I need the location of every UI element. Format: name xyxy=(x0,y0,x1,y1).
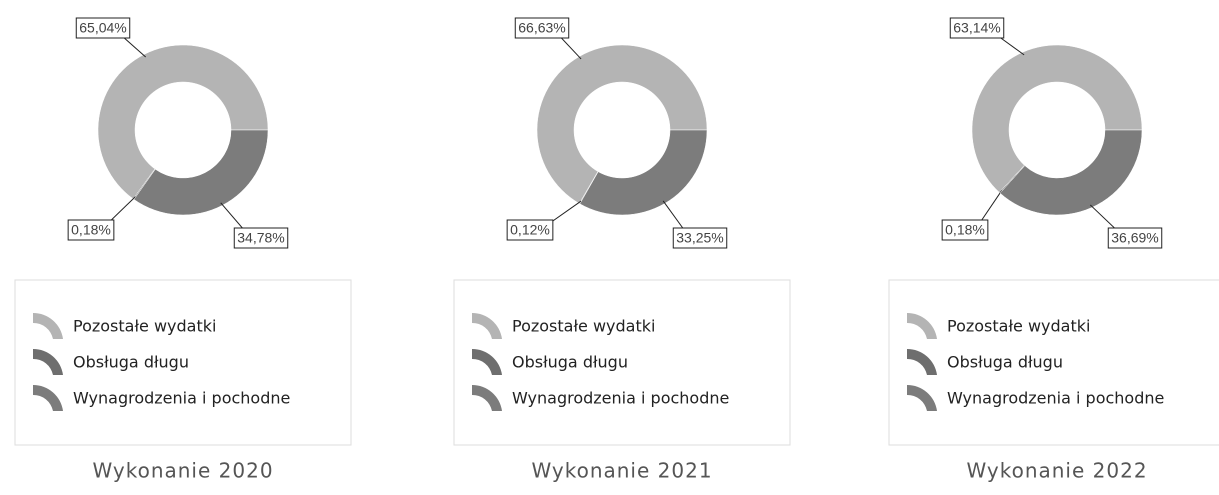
legend-label: Pozostałe wydatki xyxy=(73,317,216,336)
donut-slice xyxy=(536,44,708,204)
chart-title: Wykonanie 2021 xyxy=(531,459,712,483)
data-label: 63,14% xyxy=(953,20,1000,36)
legend-icon xyxy=(472,348,502,375)
data-label: 0,12% xyxy=(510,222,550,238)
legend-label: Obsługa długu xyxy=(947,353,1063,372)
donut-slice xyxy=(971,44,1143,193)
donut-slice xyxy=(999,129,1143,216)
chart-title: Wykonanie 2022 xyxy=(966,459,1147,483)
legend-icon xyxy=(33,348,63,375)
donut-slice xyxy=(97,44,269,200)
data-label: 33,25% xyxy=(676,230,723,246)
legend-icon xyxy=(472,384,502,411)
legend-label: Wynagrodzenia i pochodne xyxy=(512,389,729,408)
label-box xyxy=(67,219,115,241)
label-box xyxy=(672,227,728,249)
legend-label: Obsługa długu xyxy=(73,353,189,372)
label-box xyxy=(506,219,554,241)
chart-title: Wykonanie 2020 xyxy=(92,459,273,483)
data-label: 0,18% xyxy=(945,222,985,238)
data-label: 66,63% xyxy=(518,20,565,36)
data-label: 0,18% xyxy=(71,222,111,238)
legend-icon xyxy=(907,312,937,339)
legend-label: Pozostałe wydatki xyxy=(512,317,655,336)
legend-label: Wynagrodzenia i pochodne xyxy=(73,389,290,408)
label-box xyxy=(75,17,131,39)
legend-label: Pozostałe wydatki xyxy=(947,317,1090,336)
label-box xyxy=(949,17,1005,39)
label-box xyxy=(1107,227,1163,249)
legend-label: Wynagrodzenia i pochodne xyxy=(947,389,1164,408)
legend-icon xyxy=(907,384,937,411)
donut-slice xyxy=(579,129,708,216)
label-box xyxy=(514,17,570,39)
label-box xyxy=(941,219,989,241)
legend-icon xyxy=(33,312,63,339)
legend-box xyxy=(888,279,1219,446)
label-box xyxy=(233,227,289,249)
legend-box xyxy=(14,279,352,446)
legend-label: Obsługa długu xyxy=(512,353,628,372)
legend-icon xyxy=(33,384,63,411)
legend-icon xyxy=(907,348,937,375)
legend-icon xyxy=(472,312,502,339)
donut-slice xyxy=(133,129,269,216)
legend-box xyxy=(453,279,791,446)
data-label: 65,04% xyxy=(79,20,126,36)
data-label: 36,69% xyxy=(1111,230,1158,246)
data-label: 34,78% xyxy=(237,230,284,246)
